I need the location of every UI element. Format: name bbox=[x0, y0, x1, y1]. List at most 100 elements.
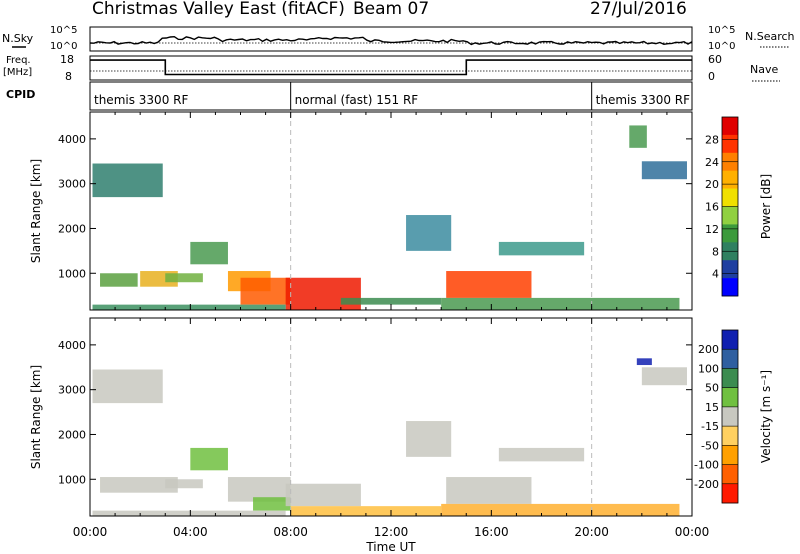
echo-region bbox=[190, 447, 228, 471]
colorbar-swatch bbox=[722, 445, 738, 465]
freq-unit-label: [MHz] bbox=[3, 67, 32, 78]
colorbar-swatch bbox=[722, 206, 738, 225]
echo-region bbox=[285, 483, 361, 507]
y-tick-label: 3000 bbox=[58, 178, 86, 191]
colorbar-swatch bbox=[722, 117, 738, 136]
x-tick-label: 04:00 bbox=[173, 525, 208, 539]
colorbar-tick-label: -50 bbox=[701, 439, 719, 452]
echo-region bbox=[498, 241, 585, 256]
x-tick-label: 20:00 bbox=[574, 525, 609, 539]
colorbar-swatch bbox=[722, 188, 738, 207]
colorbar-swatch bbox=[722, 170, 738, 189]
y-tick-label: 3000 bbox=[58, 384, 86, 397]
cpid-segment-label: themis 3300 RF bbox=[94, 93, 188, 107]
echo-region bbox=[165, 273, 203, 283]
echo-region bbox=[629, 125, 647, 148]
echo-region bbox=[446, 271, 532, 298]
echo-region bbox=[165, 479, 203, 489]
cpid-label: CPID bbox=[6, 88, 35, 101]
echo-region bbox=[498, 447, 585, 462]
colorbar-tick-label: 4 bbox=[712, 268, 719, 281]
colorbar-swatch bbox=[722, 278, 738, 297]
x-tick-label: 16:00 bbox=[474, 525, 509, 539]
y-tick-label: 4000 bbox=[58, 133, 86, 146]
nsky-label: N.Sky bbox=[2, 32, 34, 45]
colorbar-swatch bbox=[722, 483, 738, 504]
x-axis: 00:00 04:00 08:00 12:00 16:00 20:00 00:00 Time … bbox=[73, 525, 710, 554]
colorbar-tick-label: 200 bbox=[698, 343, 719, 356]
x-tick-label: 12:00 bbox=[374, 525, 409, 539]
y-tick-label: 4000 bbox=[58, 339, 86, 352]
nsky-tick-top: 10^5 bbox=[50, 25, 77, 36]
echo-region bbox=[253, 497, 291, 511]
echo-region bbox=[406, 215, 452, 251]
nsky-tick-bottom: 10^0 bbox=[50, 41, 77, 52]
y-axis-label: Slant Range [km] bbox=[29, 365, 43, 469]
echo-region bbox=[100, 273, 138, 287]
cpid-segment-label: normal (fast) 151 RF bbox=[295, 93, 419, 107]
echo-region bbox=[441, 297, 680, 310]
plot-title: Christmas Valley East (fitACF) bbox=[92, 0, 345, 19]
x-tick-label: 00:00 bbox=[73, 525, 108, 539]
echo-region bbox=[92, 163, 163, 198]
echo-region bbox=[636, 358, 652, 366]
x-tick-label: 08:00 bbox=[273, 525, 308, 539]
colorbar-swatch bbox=[722, 330, 738, 350]
echo-region bbox=[290, 506, 442, 516]
freq-series-line bbox=[90, 59, 692, 76]
nsearch-label: N.Search bbox=[745, 30, 795, 43]
nave-tick-top: 60 bbox=[708, 53, 722, 66]
nave-label: Nave bbox=[750, 63, 778, 76]
colorbar-swatch bbox=[722, 224, 738, 243]
nave-tick-bottom: 0 bbox=[708, 70, 715, 83]
colorbar-label: Power [dB] bbox=[759, 174, 773, 239]
colorbar-swatch bbox=[722, 464, 738, 485]
echo-region bbox=[92, 369, 163, 404]
y-tick-label: 1000 bbox=[58, 473, 86, 486]
colorbar-tick-label: 8 bbox=[712, 245, 719, 258]
colorbar-tick-label: 50 bbox=[705, 382, 719, 395]
freq-label: Freq. bbox=[6, 55, 31, 66]
colorbar-tick-label: -200 bbox=[694, 478, 719, 491]
colorbar-tick-label: 100 bbox=[698, 362, 719, 375]
echo-region bbox=[92, 304, 286, 310]
beam-label: Beam 07 bbox=[353, 0, 429, 19]
freq-tick-bottom: 8 bbox=[65, 70, 72, 83]
y-axis-label: Slant Range [km] bbox=[29, 159, 43, 263]
colorbar-swatch bbox=[722, 406, 738, 427]
echo-region bbox=[100, 477, 178, 493]
echo-region bbox=[285, 277, 361, 310]
x-axis-label: Time UT bbox=[365, 540, 416, 554]
colorbar-swatch bbox=[722, 134, 738, 154]
y-tick-label: 2000 bbox=[58, 222, 86, 235]
colorbar-tick-label: 24 bbox=[705, 156, 719, 169]
nsearch-tick-bottom: 10^0 bbox=[708, 41, 735, 52]
colorbar-tick-label: 15 bbox=[705, 401, 719, 414]
echo-region bbox=[641, 161, 687, 180]
colorbar-tick-label: 12 bbox=[705, 223, 719, 236]
echo-region bbox=[190, 241, 228, 265]
colorbar-tick-label: -100 bbox=[694, 459, 719, 472]
nsky-panel: N.Sky 10^5 10^0 10^5 10^0 N.Search bbox=[2, 25, 795, 52]
date-label: 27/Jul/2016 bbox=[590, 0, 687, 19]
echo-region bbox=[446, 477, 532, 504]
colorbar-swatch bbox=[722, 368, 738, 388]
freq-panel: Freq. [MHz] 18 8 60 0 Nave bbox=[3, 53, 780, 83]
nsearch-tick-top: 10^5 bbox=[708, 25, 735, 36]
echo-region bbox=[641, 367, 687, 386]
colorbar-swatch bbox=[722, 349, 738, 369]
colorbar-tick-label: 20 bbox=[705, 178, 719, 191]
echo-region bbox=[340, 297, 442, 305]
y-tick-label: 1000 bbox=[58, 267, 86, 280]
x-tick-label: 00:00 bbox=[675, 525, 710, 539]
echo-region bbox=[92, 510, 286, 516]
freq-tick-top: 18 bbox=[60, 53, 74, 66]
echo-region bbox=[406, 421, 452, 457]
power-panel: 1000 2000 3000 4000 Slant Range [km] 28 24 20 16… bbox=[29, 111, 773, 311]
colorbar-tick-label: 28 bbox=[705, 133, 719, 146]
echo-region bbox=[240, 277, 291, 305]
colorbar-label: Velocity [m s⁻¹] bbox=[759, 370, 773, 463]
velocity-panel: 1000 2000 3000 4000 Slant Range [km] 200 100 50… bbox=[29, 317, 773, 517]
echo-region bbox=[441, 503, 680, 516]
